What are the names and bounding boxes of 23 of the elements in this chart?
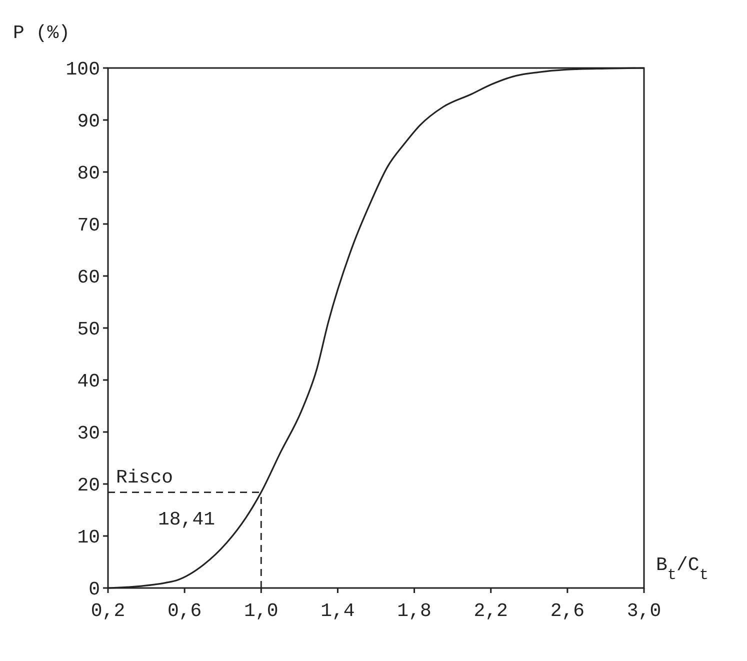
y-tick-label: 90: [77, 110, 100, 133]
y-tick-label: 60: [77, 266, 100, 289]
annotation: 18,41: [158, 508, 216, 530]
y-tick-label: 30: [77, 422, 100, 445]
x-tick-label: 2,2: [474, 600, 508, 622]
y-tick-label: 10: [77, 526, 100, 549]
y-tick-label: 80: [77, 162, 100, 185]
x-tick-label: 0,2: [90, 600, 126, 622]
x-tick-label: 3,0: [626, 600, 662, 622]
x-tick-label: 1,8: [397, 600, 432, 622]
y-tick-label: 20: [77, 474, 100, 497]
y-tick-label: 50: [77, 318, 100, 341]
ref-line-label: Risco: [116, 466, 174, 488]
y-axis-title: P (%): [13, 22, 70, 44]
x-tick-label: 2,6: [550, 600, 585, 622]
y-tick-label: 100: [66, 58, 100, 81]
y-tick-label: 0: [88, 578, 100, 601]
x-axis-title: B$_{t}$/C$_{t}$: [656, 554, 708, 584]
y-tick-label: 40: [77, 370, 100, 393]
x-tick-label: 0,6: [167, 600, 202, 622]
x-tick-label: 1,0: [244, 600, 278, 622]
y-tick-label: 70: [77, 214, 100, 237]
x-tick-label: 1,4: [320, 600, 355, 622]
